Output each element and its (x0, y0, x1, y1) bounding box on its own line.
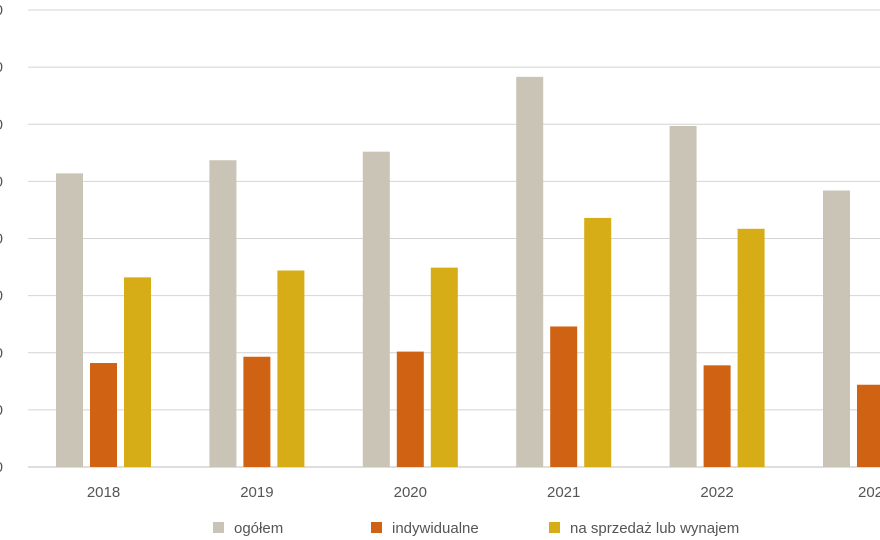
bar-ogółem-2023 (823, 190, 850, 467)
gridlines (28, 9, 880, 468)
legend: ogółem indywidualne na sprzedaż lub wynaje… (213, 520, 739, 537)
legend-label: indywidualne (392, 520, 479, 537)
legend-label: na sprzedaż lub wynajem (570, 520, 739, 537)
bar-indywidualne-2018 (90, 363, 117, 467)
bar-ogółem-2020 (362, 151, 390, 468)
x-tick-label: 2018 (87, 484, 120, 501)
bar-ogółem-2018 (56, 173, 83, 467)
bar-na-sprzedaż-lub-wynajem-2022 (737, 228, 765, 467)
bar-na-sprzedaż-lub-wynajem-2020 (430, 267, 458, 467)
bar-ogółem-2019 (209, 160, 237, 467)
bar-na-sprzedaż-lub-wynajem-2018 (124, 277, 151, 467)
bar-na-sprzedaż-lub-wynajem-2019 (277, 270, 305, 467)
bar-indywidualne-2019 (243, 356, 271, 467)
bars (56, 76, 880, 468)
bar-ogółem-2021 (516, 76, 544, 468)
bar-ogółem-2022 (669, 125, 697, 468)
y-tick-label: 0 (0, 59, 3, 76)
y-tick-label: 0 (0, 402, 3, 419)
legend-swatch (213, 522, 224, 533)
bar-na-sprzedaż-lub-wynajem-2021 (584, 217, 612, 467)
x-tick-label: 2021 (547, 484, 580, 501)
x-tick-label: 202 (858, 484, 880, 501)
y-tick-label: 0 (0, 231, 3, 248)
x-tick-label: 2019 (240, 484, 273, 501)
bar-indywidualne-2023 (857, 384, 880, 467)
x-tick-labels: 2018 2019 2020 2021 2022 202 (87, 484, 880, 501)
y-tick-label: 0 (0, 345, 3, 362)
x-tick-label: 2022 (700, 484, 733, 501)
y-tick-label: 0 (0, 2, 3, 19)
bar-indywidualne-2020 (396, 351, 424, 467)
legend-label: ogółem (234, 520, 283, 537)
y-tick-label: 0 (0, 116, 3, 133)
y-tick-label: 0 (0, 288, 3, 305)
bar-indywidualne-2022 (703, 365, 731, 467)
x-tick-label: 2020 (394, 484, 427, 501)
bar-indywidualne-2021 (550, 326, 578, 467)
legend-swatch (549, 522, 560, 533)
y-tick-labels: 0 0 0 0 0 0 0 0 0 (0, 2, 3, 476)
legend-swatch (371, 522, 382, 533)
y-tick-label: 0 (0, 173, 3, 190)
y-tick-label: 0 (0, 459, 3, 476)
